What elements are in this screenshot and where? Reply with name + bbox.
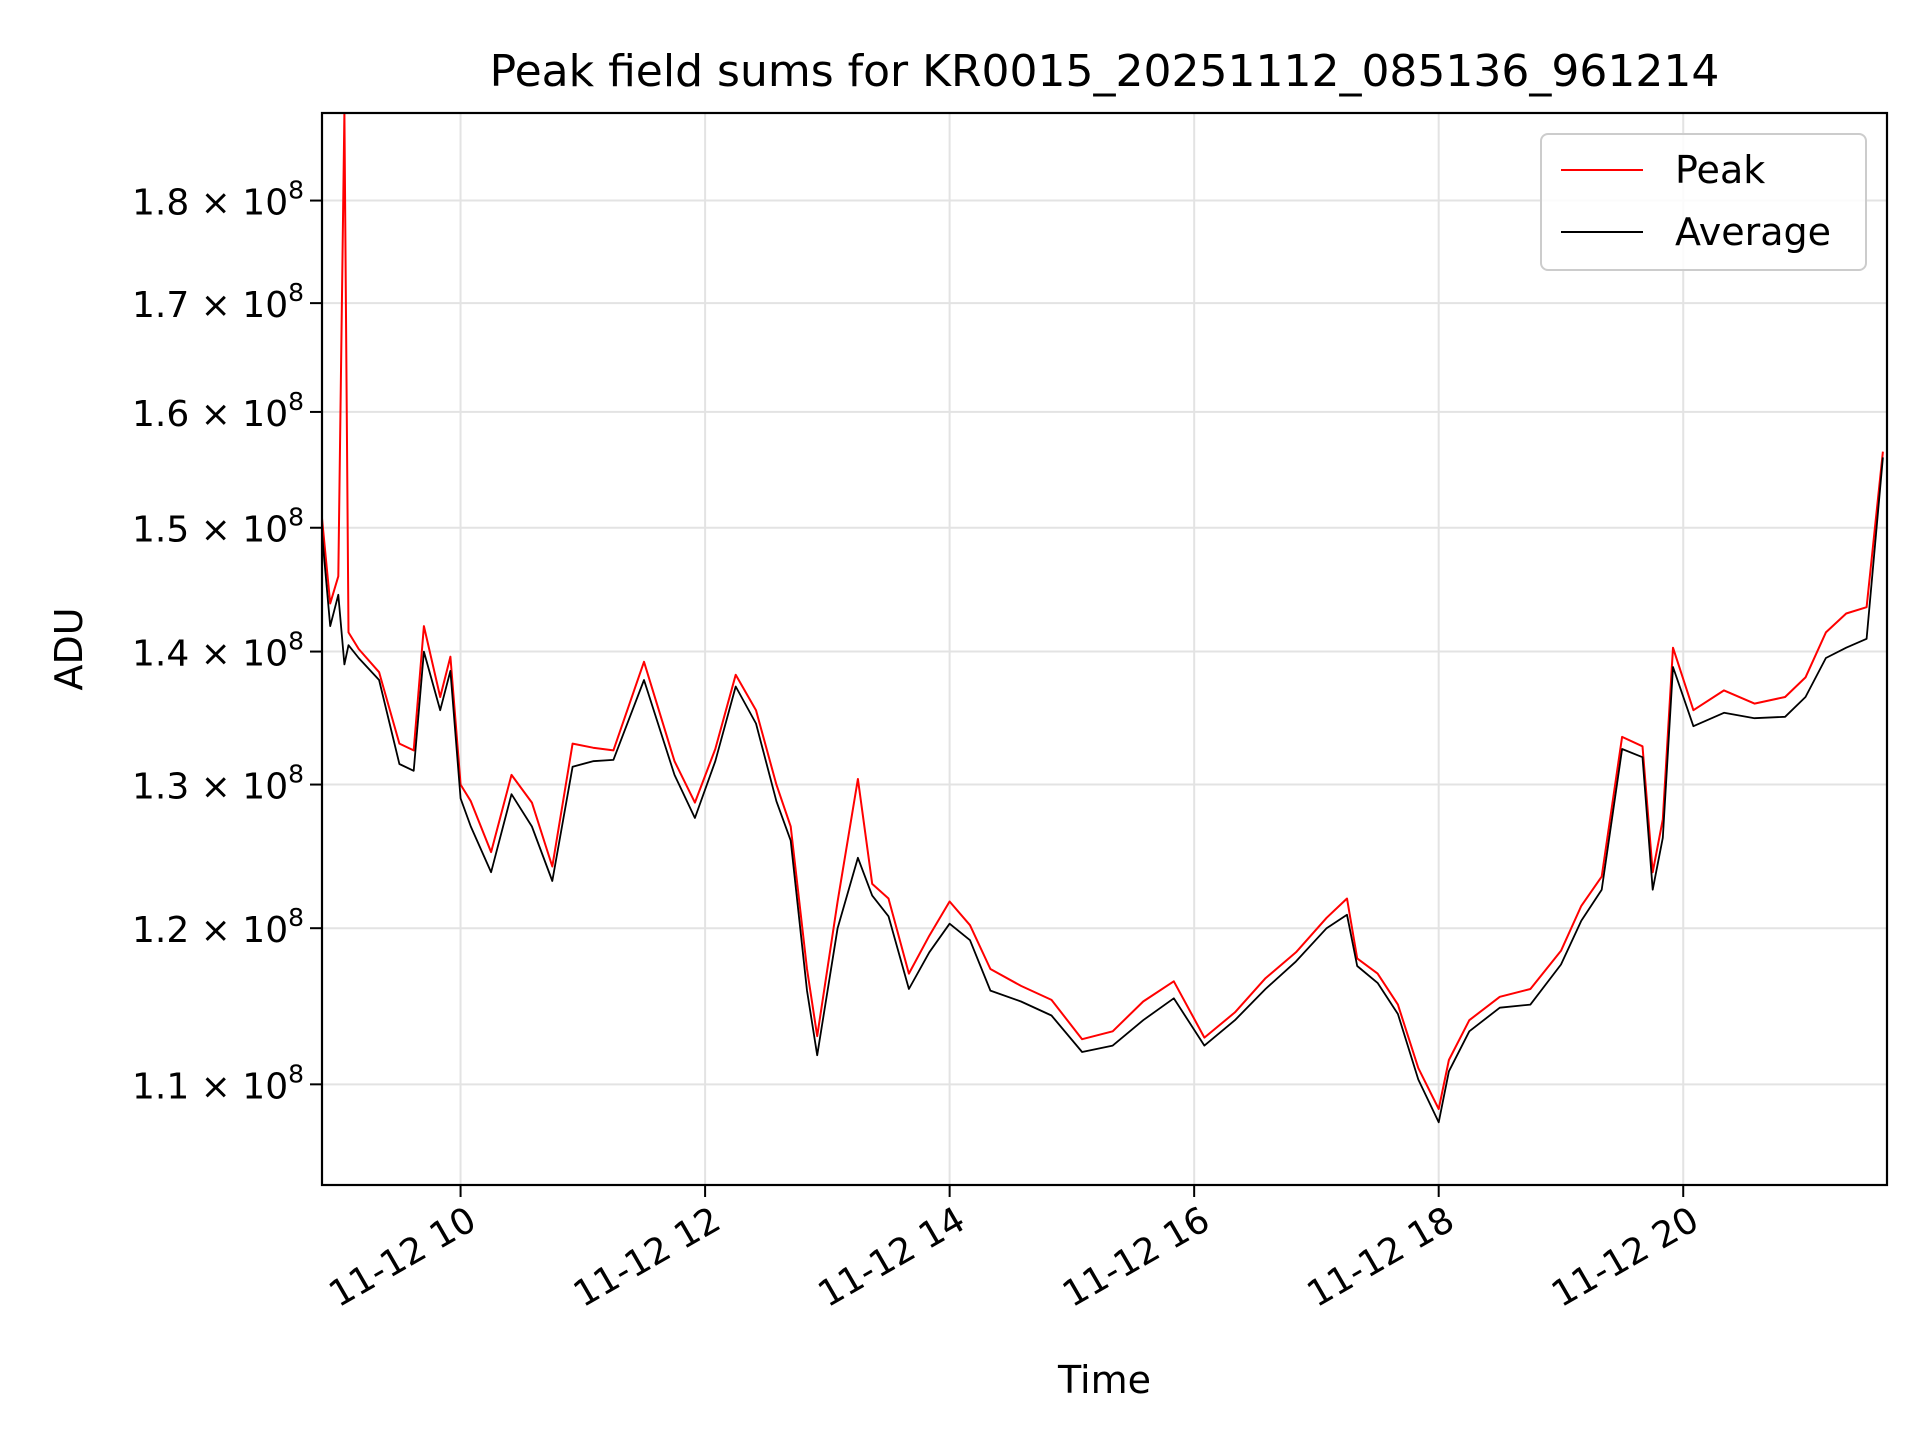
series-line-peak — [322, 113, 1884, 1110]
chart-title: Peak field sums for KR0015_20251112_0851… — [490, 46, 1720, 97]
y-tick-label: 1.7 × 108 — [132, 278, 304, 326]
y-tick-label: 1.4 × 108 — [132, 627, 304, 675]
y-axis-ticks: 1.1 × 108 1.2 × 108 1.3 × 108 1.4 × 108 1.5 … — [132, 176, 322, 1107]
plot-area-frame — [320, 111, 1889, 1187]
legend-label: Peak — [1675, 148, 1765, 192]
series-line-average — [322, 457, 1884, 1124]
x-axis-label: Time — [1057, 1358, 1151, 1402]
legend: Peak Average — [1540, 133, 1867, 271]
y-axis-label: ADU — [47, 607, 91, 690]
legend-box — [1540, 133, 1867, 271]
y-tick-label: 1.8 × 108 — [132, 176, 304, 224]
y-tick-label: 1.2 × 108 — [132, 903, 304, 951]
y-tick-label: 1.6 × 108 — [132, 387, 304, 435]
y-tick-label: 1.1 × 108 — [132, 1059, 304, 1107]
grid-lines — [322, 113, 1887, 1185]
legend-label: Average — [1675, 210, 1831, 254]
y-tick-label: 1.5 × 108 — [132, 503, 304, 551]
y-tick-label: 1.3 × 108 — [132, 760, 304, 808]
series-layer — [322, 113, 1884, 1124]
